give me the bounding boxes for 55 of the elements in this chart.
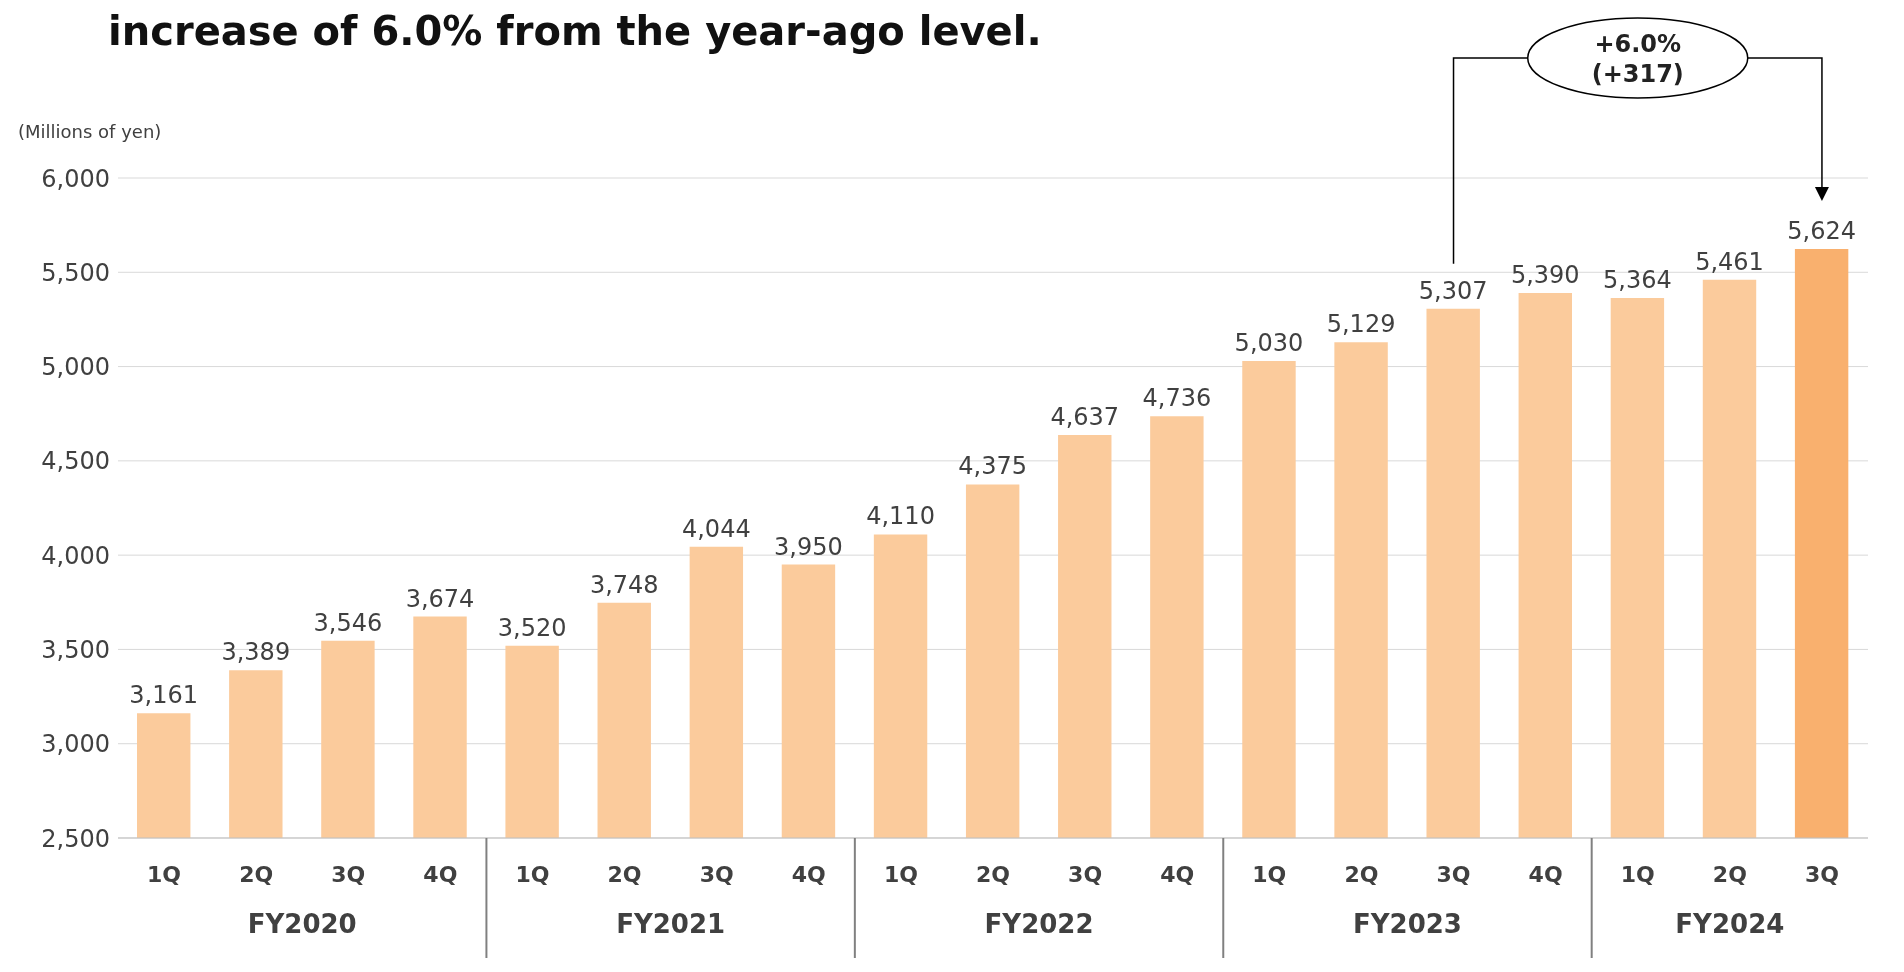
y-tick-label: 4,000: [41, 541, 110, 570]
text: FY2023: [1353, 909, 1462, 939]
y-tick-label: 3,500: [41, 635, 110, 664]
data-label: 3,520: [497, 613, 567, 642]
x-tick-label: 3Q: [699, 861, 734, 887]
text: FY2022: [984, 909, 1094, 939]
x-tick-label: 4Q: [1160, 861, 1195, 887]
x-tick-label: 3Q: [1436, 861, 1471, 887]
text: FY2024: [1675, 909, 1785, 939]
text: FY2021: [616, 909, 726, 939]
data-label: 4,637: [1050, 403, 1120, 432]
y-axis-title: (Millions of yen): [18, 121, 162, 142]
data-label: 4,044: [681, 514, 751, 543]
data-label: 3,389: [221, 638, 291, 667]
x-tick-label: 2Q: [975, 861, 1011, 887]
y-tick-label: 3,000: [41, 730, 110, 759]
chart-title: increase of 6.0% from the year-ago level.: [108, 8, 1042, 54]
x-tick-label: 3Q: [331, 861, 366, 887]
x-tick-label: 3Q: [1068, 861, 1103, 887]
data-label: 5,030: [1234, 328, 1304, 357]
y-tick-label: 2,500: [41, 824, 110, 853]
x-tick-label: 2Q: [239, 861, 274, 887]
y-tick-label: 4,500: [41, 447, 110, 476]
x-tick-label: 4Q: [791, 861, 826, 887]
data-label: 3,546: [313, 608, 383, 637]
y-tick-label: 5,500: [41, 258, 110, 287]
x-tick-label: 3Q: [1804, 861, 1839, 887]
text: (+317): [1591, 60, 1684, 88]
x-tick-label: 1Q: [1620, 861, 1655, 887]
y-tick-label: 6,000: [41, 164, 110, 193]
y-tick-label: 5,000: [41, 353, 110, 382]
x-tick-label: 2Q: [1344, 861, 1379, 887]
text: FY2020: [247, 909, 357, 939]
x-tick-label: 4Q: [423, 861, 458, 887]
data-label: 5,129: [1326, 310, 1396, 339]
data-label: 3,161: [129, 681, 199, 710]
x-tick-label: 1Q: [883, 861, 918, 887]
text: +6.0%: [1594, 30, 1682, 58]
data-label: 5,624: [1787, 216, 1856, 245]
x-tick-label: 2Q: [1712, 861, 1747, 887]
x-tick-label: 1Q: [515, 861, 550, 887]
data-label: 3,950: [774, 532, 843, 561]
data-label: 4,736: [1142, 384, 1212, 413]
data-label: 5,364: [1603, 265, 1672, 294]
data-label: 4,375: [958, 452, 1028, 481]
x-tick-label: 1Q: [1252, 861, 1287, 887]
data-label: 3,748: [589, 570, 659, 599]
data-label: 5,307: [1418, 276, 1488, 305]
data-label: 5,390: [1510, 261, 1580, 290]
x-tick-label: 2Q: [607, 861, 642, 887]
data-label: 3,674: [405, 584, 475, 613]
data-label: 5,461: [1695, 247, 1764, 276]
data-label: 4,110: [866, 502, 935, 531]
x-tick-label: 4Q: [1528, 861, 1563, 887]
x-tick-label: 1Q: [147, 861, 182, 887]
